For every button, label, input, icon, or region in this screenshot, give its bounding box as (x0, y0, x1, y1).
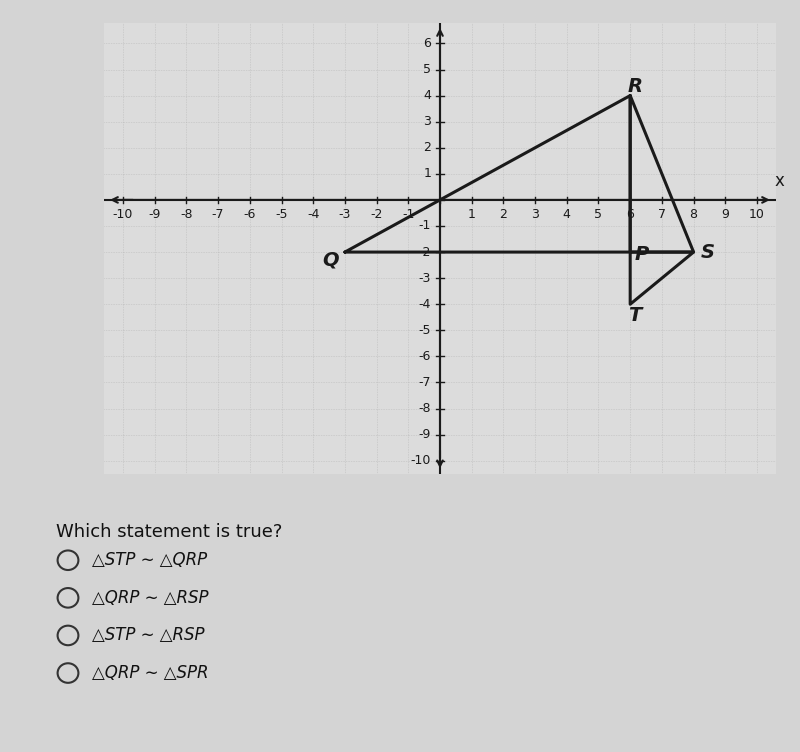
Text: 10: 10 (749, 208, 765, 221)
Text: 2: 2 (499, 208, 507, 221)
Text: -8: -8 (180, 208, 193, 221)
Text: -5: -5 (418, 324, 431, 337)
Text: -9: -9 (149, 208, 161, 221)
Text: 6: 6 (423, 37, 431, 50)
Text: x: x (774, 172, 784, 190)
Text: P: P (634, 245, 649, 264)
Text: Q: Q (322, 250, 339, 269)
Text: R: R (627, 77, 642, 96)
Text: -5: -5 (275, 208, 288, 221)
Text: -8: -8 (418, 402, 431, 415)
Text: △STP ∼ △QRP: △STP ∼ △QRP (92, 551, 207, 569)
Text: 6: 6 (626, 208, 634, 221)
Text: △QRP ∼ △RSP: △QRP ∼ △RSP (92, 589, 209, 607)
Text: -6: -6 (244, 208, 256, 221)
Text: 4: 4 (423, 89, 431, 102)
Text: -6: -6 (418, 350, 431, 363)
Text: △STP ∼ △RSP: △STP ∼ △RSP (92, 626, 205, 644)
Text: -2: -2 (370, 208, 382, 221)
Text: Which statement is true?: Which statement is true? (56, 523, 282, 541)
Text: 2: 2 (423, 141, 431, 154)
Text: -4: -4 (418, 298, 431, 311)
Text: S: S (701, 243, 715, 262)
Text: -7: -7 (418, 376, 431, 389)
Text: -10: -10 (410, 454, 431, 467)
Text: 9: 9 (722, 208, 730, 221)
Text: 5: 5 (423, 63, 431, 76)
Text: T: T (628, 307, 642, 326)
Text: -1: -1 (402, 208, 414, 221)
Text: -3: -3 (338, 208, 351, 221)
Text: -9: -9 (418, 428, 431, 441)
Text: △QRP ∼ △SPR: △QRP ∼ △SPR (92, 664, 209, 682)
Text: -3: -3 (418, 271, 431, 285)
Text: 3: 3 (423, 115, 431, 128)
Text: 8: 8 (690, 208, 698, 221)
Text: 5: 5 (594, 208, 602, 221)
Text: -1: -1 (418, 220, 431, 232)
Text: -7: -7 (212, 208, 224, 221)
Text: -2: -2 (418, 246, 431, 259)
Text: -4: -4 (307, 208, 319, 221)
Text: 4: 4 (563, 208, 570, 221)
Text: 3: 3 (531, 208, 539, 221)
Text: 7: 7 (658, 208, 666, 221)
Text: 1: 1 (423, 168, 431, 180)
Text: -10: -10 (113, 208, 134, 221)
Text: 1: 1 (468, 208, 476, 221)
